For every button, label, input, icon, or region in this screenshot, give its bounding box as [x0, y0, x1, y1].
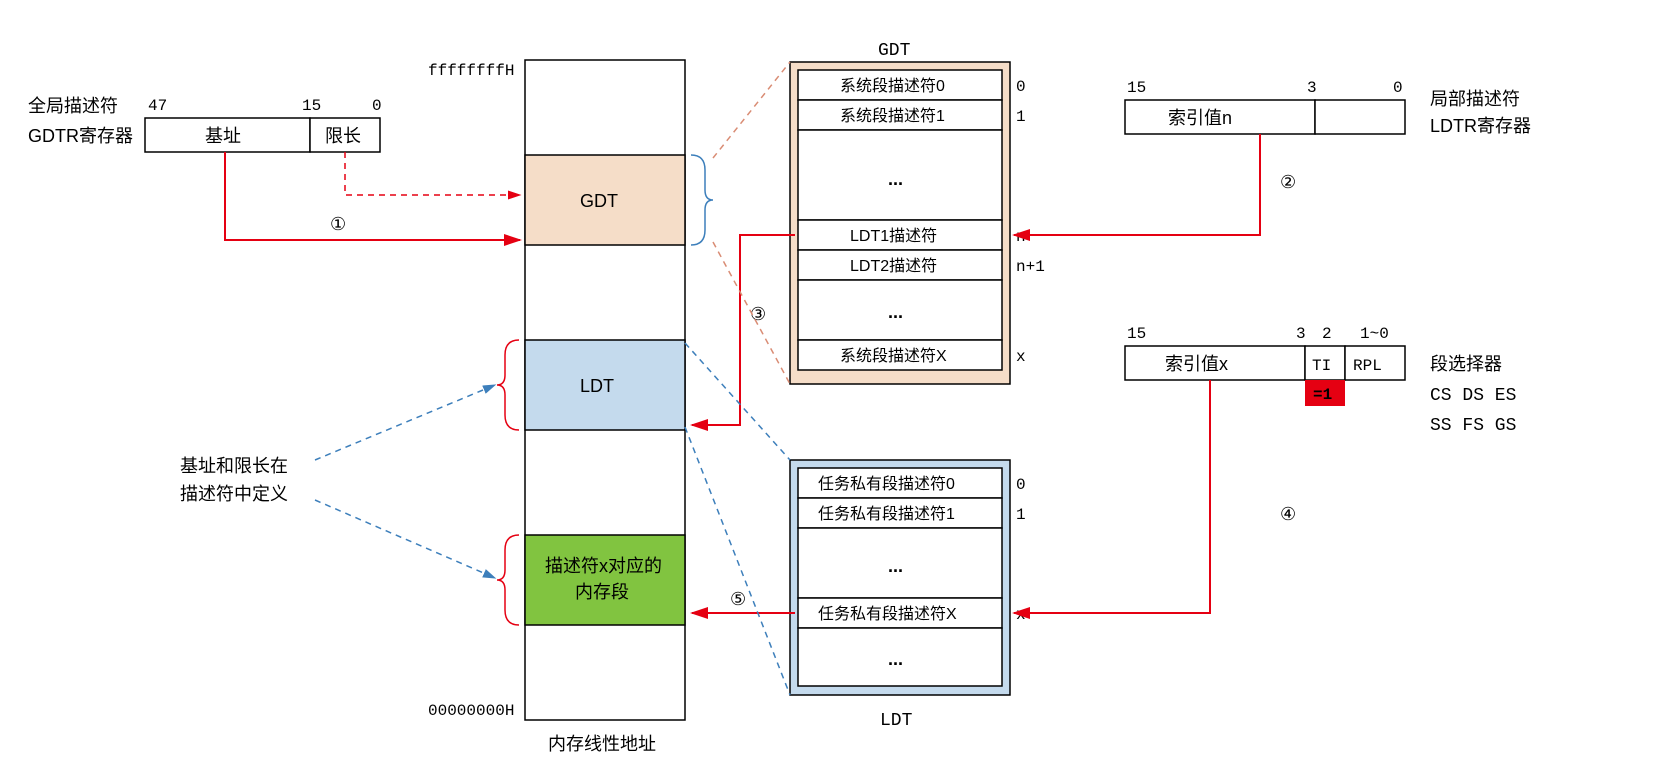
mem-seg-l2: 内存段 [575, 582, 629, 602]
sel-bit2: 2 [1322, 325, 1332, 343]
sel-regs1: CS DS ES [1430, 386, 1516, 406]
step5-label: ⑤ [730, 589, 746, 609]
svg-text:任务私有段描述符X: 任务私有段描述符X [818, 605, 957, 623]
sel-bit10: 1~0 [1360, 325, 1389, 343]
arrow-step2 [1014, 134, 1260, 235]
ldt-rows: 任务私有段描述符0 0 任务私有段描述符1 1 ... 任务私有段描述符X x … [798, 468, 1026, 686]
ldtr-index: 索引值n [1168, 108, 1232, 128]
svg-text:LDT1描述符: LDT1描述符 [850, 227, 937, 245]
gdtr-title: 全局描述符 [28, 96, 118, 116]
svg-text:...: ... [888, 556, 903, 576]
hint-l1: 基址和限长在 [180, 456, 288, 476]
ldtr-title: 局部描述符 [1430, 89, 1520, 109]
gdtr-base: 基址 [205, 126, 241, 146]
step1-label: ① [330, 214, 346, 234]
svg-text:...: ... [888, 169, 903, 189]
ldt-expand-top [685, 343, 790, 460]
gdtr-limit: 限长 [325, 126, 361, 146]
mem-seg-block [525, 535, 685, 625]
mem-caption: 内存线性地址 [548, 734, 656, 754]
ldtr-bit3: 3 [1307, 79, 1317, 97]
bracket-ldt [497, 340, 519, 430]
svg-text:LDT2描述符: LDT2描述符 [850, 257, 937, 275]
svg-text:系统段描述符0: 系统段描述符0 [840, 77, 945, 95]
svg-text:n: n [1016, 228, 1026, 246]
mem-ldt-label: LDT [580, 376, 614, 396]
svg-text:0: 0 [1016, 78, 1026, 96]
mem-gdt-label: GDT [580, 191, 618, 211]
sel-label: 段选择器 [1430, 354, 1502, 374]
gdtr-bit0: 0 [372, 97, 382, 115]
step4-label: ④ [1280, 504, 1296, 524]
ldtr-register: 15 3 0 索引值n 局部描述符 LDTR寄存器 [1125, 79, 1531, 136]
mem-seg-l1: 描述符x对应的 [545, 556, 662, 576]
hint-arrow-ldt [315, 385, 495, 460]
svg-text:...: ... [888, 302, 903, 322]
svg-text:n+1: n+1 [1016, 258, 1045, 276]
arrow-step3 [692, 235, 795, 425]
svg-text:任务私有段描述符1: 任务私有段描述符1 [818, 505, 955, 523]
sel-ti: TI [1312, 357, 1331, 375]
svg-text:x: x [1016, 348, 1026, 366]
hint-arrow-seg [315, 500, 495, 578]
segment-selector: 15 3 2 1~0 索引值x TI RPL =1 段选择器 CS DS ES … [1125, 325, 1516, 436]
ldt-table: 任务私有段描述符0 0 任务私有段描述符1 1 ... 任务私有段描述符X x … [790, 460, 1026, 731]
svg-text:1: 1 [1016, 108, 1026, 126]
ldt-title: LDT [880, 711, 913, 731]
ldt-expand-bot [685, 427, 790, 695]
sel-ti-val: =1 [1313, 386, 1332, 404]
hint-text: 基址和限长在 描述符中定义 [180, 456, 288, 504]
gdt-table: GDT 系统段描述符0 0 系统段描述符1 1 ... LDT1描述符 n LD… [790, 41, 1045, 384]
svg-text:...: ... [888, 649, 903, 669]
ldtr-bit15: 15 [1127, 79, 1146, 97]
step2-label: ② [1280, 172, 1296, 192]
svg-text:系统段描述符1: 系统段描述符1 [840, 107, 945, 125]
svg-text:任务私有段描述符0: 任务私有段描述符0 [818, 475, 955, 493]
sel-rpl: RPL [1353, 357, 1382, 375]
ldtr-subtitle: LDTR寄存器 [1430, 116, 1531, 136]
svg-text:x: x [1016, 606, 1026, 624]
ldtr-empty-box [1315, 100, 1405, 134]
gdt-expand-top [713, 62, 790, 158]
arrow-step4 [1014, 380, 1210, 613]
sel-bit3: 3 [1296, 325, 1306, 343]
sel-bit15: 15 [1127, 325, 1146, 343]
mem-bot-addr: 00000000H [428, 702, 514, 720]
gdtr-bit47: 47 [148, 97, 167, 115]
hint-l2: 描述符中定义 [180, 484, 288, 504]
arrow-step1 [225, 152, 520, 240]
mem-top-addr: ffffffffH [428, 62, 514, 80]
linear-memory: ffffffffH GDT LDT 描述符x对应的 内存段 00000000H … [428, 60, 685, 754]
sel-index: 索引值x [1165, 354, 1228, 374]
svg-text:0: 0 [1016, 476, 1026, 494]
diagram-svg: 全局描述符 GDTR寄存器 47 15 0 基址 限长 15 3 0 索引值n … [0, 0, 1674, 778]
gdt-expand-bot [713, 242, 790, 384]
gdt-title: GDT [878, 41, 911, 61]
ldtr-bit0: 0 [1393, 79, 1403, 97]
svg-text:1: 1 [1016, 506, 1026, 524]
bracket-seg [497, 535, 519, 625]
gdtr-bit15: 15 [302, 97, 321, 115]
gdtr-subtitle: GDTR寄存器 [28, 126, 133, 146]
arrow-gdtr-limit [345, 152, 520, 195]
gdtr-register: 全局描述符 GDTR寄存器 47 15 0 基址 限长 [28, 96, 382, 152]
svg-text:系统段描述符X: 系统段描述符X [840, 347, 947, 365]
sel-regs2: SS FS GS [1430, 416, 1516, 436]
brace-gdt [691, 155, 713, 245]
